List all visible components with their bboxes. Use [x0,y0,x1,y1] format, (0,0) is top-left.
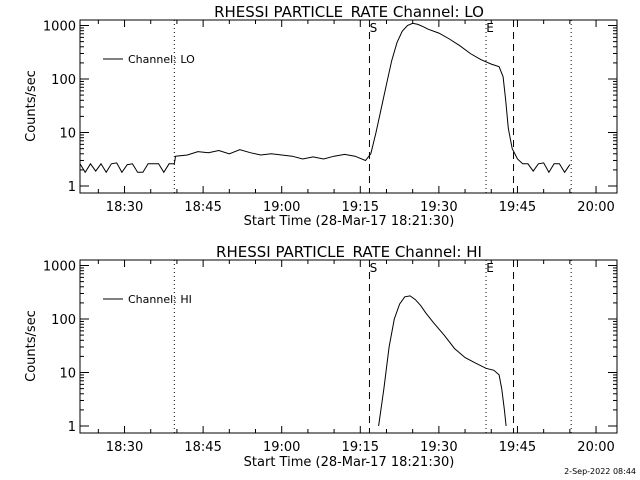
dotted-marker-line: E [485,260,494,433]
x-tick: 19:30 [420,20,458,215]
x-tick-label: 18:45 [184,200,221,215]
marker-label: E [486,261,494,275]
y-tick-label: 1000 [43,20,76,35]
chart-title: RHESSI PARTICLE_RATE Channel: HI [216,243,482,262]
legend-entry: Channel: HI [128,293,192,306]
y-tick: 1000 [43,20,617,35]
marker-label: E [486,21,494,35]
y-tick-label: 100 [51,313,76,328]
chart-panel-lo: RHESSI PARTICLE_RATE Channel: LO Start T… [24,3,618,229]
x-tick-label: 18:45 [184,440,221,455]
dashed-marker-line: S [368,20,378,193]
series-line [378,295,507,427]
dashed-marker-line: S [368,260,378,433]
y-tick: 100 [51,73,617,88]
x-tick-label: 19:15 [342,440,379,455]
x-tick: 20:00 [577,20,615,215]
series-line [79,22,571,174]
legend: Channel: LO [103,53,195,66]
x-tick: 19:45 [499,20,536,215]
y-axis-label: Counts/sec [24,310,39,382]
x-axis-label: Start Time (28-Mar-17 18:21:30) [244,455,455,470]
y-axis-label: Counts/sec [24,70,39,142]
y-tick-label: 1 [68,180,76,195]
y-tick: 1000 [43,260,617,275]
y-tick: 1 [68,420,617,435]
x-tick: 18:30 [106,20,143,215]
marker-label: S [370,21,378,35]
legend: Channel: HI [103,293,192,306]
x-tick-label: 19:45 [499,440,536,455]
x-tick-label: 19:45 [499,200,536,215]
chart-panel-hi: RHESSI PARTICLE_RATE Channel: HI Start T… [24,243,618,470]
y-tick: 100 [51,313,617,328]
x-tick-label: 19:00 [263,200,300,215]
y-tick: 10 [59,127,617,142]
x-tick-label: 19:30 [420,200,457,215]
x-tick: 19:00 [263,260,300,455]
x-tick-label: 19:30 [420,440,457,455]
y-tick: 10 [59,367,617,382]
footer-timestamp: 2-Sep-2022 08:44 [564,467,636,476]
dotted-marker-line: E [485,20,494,193]
x-tick: 18:30 [106,260,143,455]
plot-frame [79,259,618,434]
marker-label: S [370,261,378,275]
y-tick-label: 100 [51,73,76,88]
x-tick-label: 19:00 [263,440,300,455]
x-tick-label: 18:30 [106,440,143,455]
x-tick: 18:45 [184,260,222,455]
chart-title: RHESSI PARTICLE_RATE Channel: LO [214,3,484,22]
x-tick: 18:45 [184,20,222,215]
x-axis-label: Start Time (28-Mar-17 18:21:30) [244,214,455,229]
y-tick-label: 1 [68,420,76,435]
x-tick: 19:15 [342,20,379,215]
legend-entry: Channel: LO [128,53,195,66]
x-tick-label: 20:00 [577,440,614,455]
x-tick: 19:45 [499,260,536,455]
x-tick: 19:30 [420,260,458,455]
x-tick: 19:00 [263,20,300,215]
x-tick: 20:00 [577,260,615,455]
y-tick-label: 1000 [43,260,76,275]
x-tick-label: 20:00 [577,200,614,215]
x-tick-label: 18:30 [106,200,143,215]
y-tick: 1 [68,180,617,195]
x-tick: 19:15 [342,260,379,455]
y-tick-label: 10 [59,367,76,382]
x-tick-label: 19:15 [342,200,379,215]
y-tick-label: 10 [59,127,76,142]
